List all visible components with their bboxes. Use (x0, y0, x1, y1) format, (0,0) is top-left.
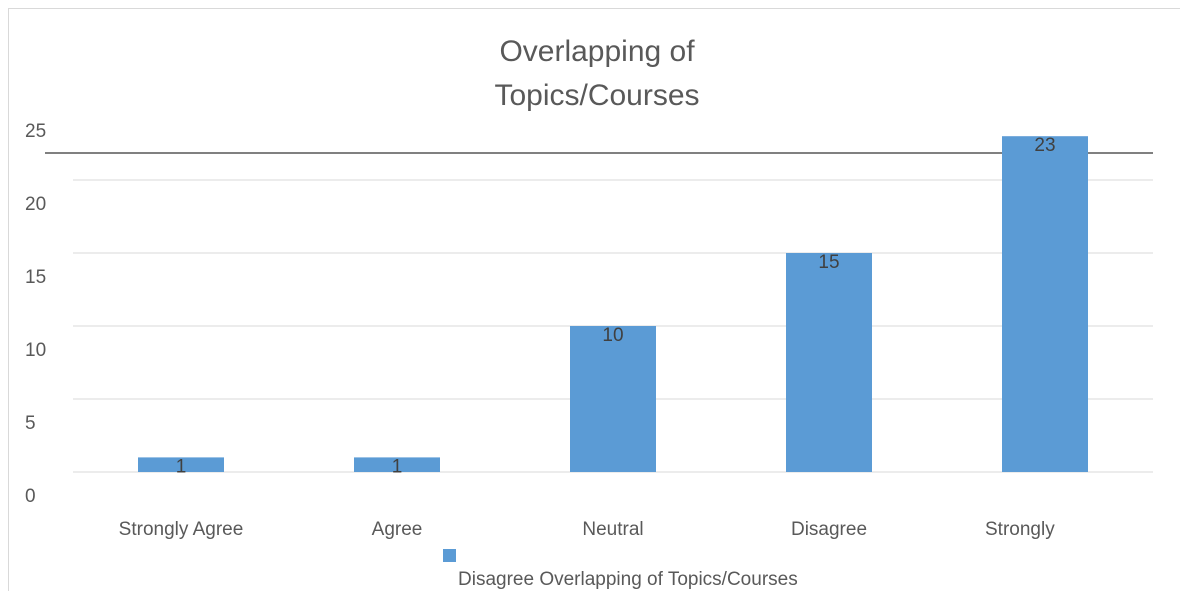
legend-label: Disagree Overlapping of Topics/Courses (458, 569, 798, 590)
bar (786, 253, 872, 472)
y-tick-label: 15 (25, 267, 46, 288)
y-tick-label: 10 (25, 340, 46, 361)
data-label: 23 (1034, 135, 1055, 156)
data-label: 15 (818, 252, 839, 273)
chart-title: Overlapping of Topics/Courses (494, 35, 700, 112)
x-tick-label: Strongly Agree (119, 519, 244, 540)
x-tick-label: Neutral (582, 519, 643, 540)
legend-swatch (443, 549, 456, 562)
chart-border (8, 8, 1180, 591)
data-label: 1 (392, 456, 403, 477)
y-tick-label: 5 (25, 413, 36, 434)
x-tick-label: Disagree (791, 519, 867, 540)
data-label: 10 (602, 325, 623, 346)
y-tick-label: 25 (25, 121, 46, 142)
x-tick-label: Agree (372, 519, 423, 540)
x-tick-label: Strongly (985, 519, 1055, 540)
bar (1002, 136, 1088, 472)
bar (570, 326, 656, 472)
bar (138, 457, 224, 472)
y-tick-label: 20 (25, 194, 46, 215)
y-tick-label: 0 (25, 486, 36, 507)
bar (354, 457, 440, 472)
data-label: 1 (176, 456, 187, 477)
